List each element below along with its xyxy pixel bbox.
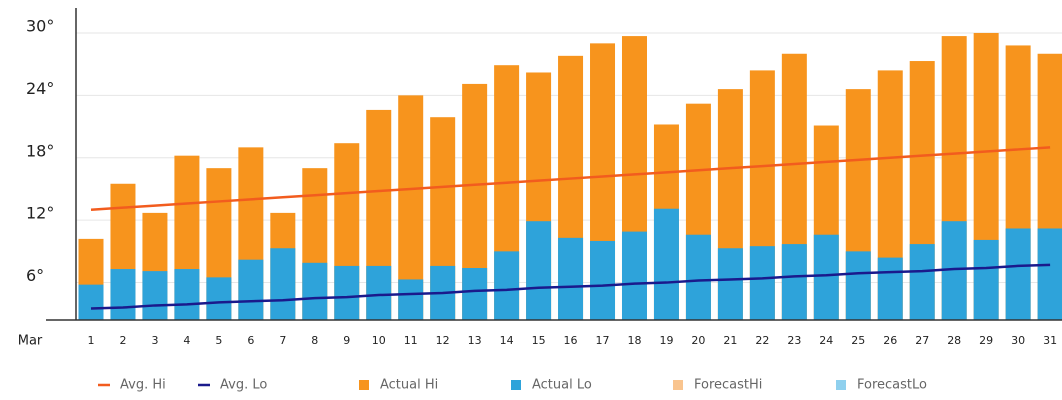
legend-marker: [673, 380, 683, 390]
y-tick-label: 30°: [26, 16, 54, 35]
x-tick-label: 13: [468, 334, 482, 347]
x-tick-label: 9: [343, 334, 350, 347]
legend-marker: [836, 380, 846, 390]
legend-label: Avg. Hi: [120, 378, 166, 393]
bar: [398, 279, 424, 320]
bar: [558, 237, 584, 320]
x-tick-label: 12: [436, 334, 450, 347]
x-tick-label: 2: [119, 334, 126, 347]
x-tick-label: 31: [1043, 334, 1057, 347]
x-tick-label: 25: [851, 334, 865, 347]
x-tick-label: 23: [787, 334, 801, 347]
legend-marker: [359, 380, 369, 390]
legend-label: Actual Hi: [380, 378, 438, 393]
bar: [685, 234, 711, 320]
x-tick-label: 18: [627, 334, 641, 347]
x-tick-label: 20: [691, 334, 705, 347]
bar: [462, 268, 488, 320]
x-tick-label: 14: [500, 334, 514, 347]
x-tick-label: 16: [564, 334, 578, 347]
bar: [142, 271, 168, 320]
x-axis-label: Mar: [18, 334, 43, 349]
y-tick-label: 24°: [26, 79, 54, 98]
line: [90, 146, 1051, 212]
legend-label: ForecastHi: [694, 378, 762, 393]
bar: [717, 248, 743, 320]
bar: [909, 244, 935, 320]
bar: [877, 257, 903, 320]
x-tick-label: 19: [659, 334, 673, 347]
x-tick-label: 3: [151, 334, 158, 347]
x-tick-label: 26: [883, 334, 897, 347]
bar: [526, 221, 552, 320]
bar: [302, 262, 328, 320]
bar: [749, 246, 775, 320]
x-tick-label: 7: [279, 334, 286, 347]
x-tick-label: 27: [915, 334, 929, 347]
y-tick-label: 18°: [26, 141, 54, 160]
bar: [270, 248, 296, 320]
y-tick-label: 6°: [26, 266, 44, 285]
x-tick-label: 6: [247, 334, 254, 347]
x-tick-label: 17: [596, 334, 610, 347]
bar: [494, 251, 520, 320]
bar: [366, 265, 392, 320]
bar: [206, 277, 232, 320]
bar: [653, 208, 679, 320]
bar: [238, 259, 264, 320]
x-tick-label: 30: [1011, 334, 1025, 347]
x-tick-label: 5: [215, 334, 222, 347]
bar: [1005, 228, 1031, 320]
bar: [973, 239, 999, 320]
x-tick-label: 24: [819, 334, 833, 347]
x-tick-label: 10: [372, 334, 386, 347]
bar: [1037, 228, 1062, 320]
bar: [174, 269, 200, 320]
x-tick-label: 8: [311, 334, 318, 347]
y-tick-label: 12°: [26, 204, 54, 223]
bar: [110, 269, 136, 320]
bar: [781, 244, 807, 320]
x-tick-label: 11: [404, 334, 418, 347]
x-tick-label: 22: [755, 334, 769, 347]
bar: [78, 284, 104, 320]
x-tick-label: 4: [183, 334, 190, 347]
x-tick-label: 29: [979, 334, 993, 347]
legend-label: Avg. Lo: [220, 378, 267, 393]
bar: [845, 251, 871, 320]
legend-label: ForecastLo: [857, 378, 927, 393]
legend-marker: [511, 380, 521, 390]
bar: [813, 234, 839, 320]
line: [90, 263, 1051, 310]
x-tick-label: 1: [88, 334, 95, 347]
bar: [334, 265, 360, 320]
x-tick-label: 28: [947, 334, 961, 347]
bar: [621, 231, 647, 320]
x-tick-label: 15: [532, 334, 546, 347]
bar: [590, 240, 616, 320]
x-tick-label: 21: [723, 334, 737, 347]
legend-label: Actual Lo: [532, 378, 592, 393]
